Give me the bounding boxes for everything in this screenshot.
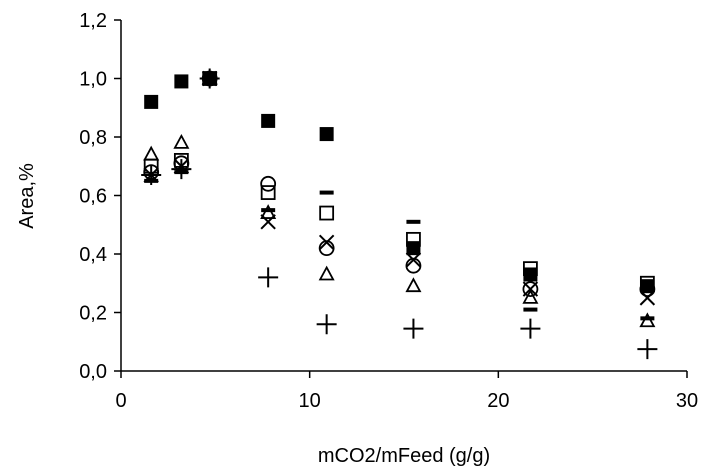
data-point-open-circle bbox=[639, 281, 656, 298]
data-point-open-circle bbox=[405, 257, 422, 274]
data-point-open-triangle bbox=[318, 265, 335, 281]
data-point-x-cross bbox=[260, 214, 276, 230]
data-point-open-square bbox=[639, 275, 655, 291]
y-tick-label: 0,0 bbox=[79, 361, 107, 383]
data-point-plus bbox=[171, 159, 192, 180]
data-point-open-square bbox=[319, 205, 335, 221]
y-tick-label: 0,2 bbox=[79, 303, 107, 325]
y-tick-label: 1,2 bbox=[79, 10, 107, 32]
data-point-open-triangle bbox=[173, 133, 190, 149]
y-tick-label: 0,8 bbox=[79, 127, 107, 149]
data-point-plus bbox=[403, 318, 424, 339]
data-markers bbox=[141, 68, 658, 360]
data-point-filled-square bbox=[144, 94, 159, 109]
series-filled-square bbox=[144, 71, 655, 294]
data-point-filled-square bbox=[174, 74, 189, 89]
data-point-open-square bbox=[260, 185, 276, 200]
data-point-x-cross bbox=[405, 252, 422, 268]
x-tick-label: 10 bbox=[299, 390, 321, 412]
series-dash bbox=[144, 76, 655, 321]
y-axis-title: Area,% bbox=[16, 163, 38, 229]
series-open-triangle bbox=[143, 69, 656, 328]
y-tick-label: 1,0 bbox=[79, 69, 107, 91]
x-axis-title: mCO2/mFeed (g/g) bbox=[318, 445, 490, 467]
data-point-plus bbox=[520, 318, 541, 339]
series-open-circle bbox=[143, 70, 656, 298]
plot-area: 0,0 0,2 0,4 0,6 0,8 1,0 1,2 0 10 20 30 bbox=[79, 10, 698, 412]
x-tick-label: 20 bbox=[487, 390, 509, 412]
data-point-filled-square bbox=[319, 127, 334, 142]
data-point-open-triangle bbox=[143, 145, 160, 161]
series-open-square bbox=[143, 71, 655, 291]
y-tick-label: 0,6 bbox=[79, 186, 107, 208]
series-x-cross bbox=[143, 70, 656, 306]
data-point-filled-square bbox=[261, 113, 276, 128]
data-point-plus bbox=[316, 314, 337, 335]
data-point-x-cross bbox=[318, 234, 335, 251]
data-point-open-circle bbox=[318, 240, 335, 257]
data-point-open-triangle bbox=[522, 288, 539, 304]
data-point-open-square bbox=[523, 261, 538, 277]
y-tick-label: 0,4 bbox=[79, 244, 107, 266]
data-point-open-square bbox=[406, 231, 421, 247]
data-point-plus bbox=[258, 267, 279, 288]
data-point-open-circle bbox=[260, 175, 277, 192]
series-plus bbox=[141, 68, 658, 360]
x-tick-label: 0 bbox=[115, 390, 126, 412]
data-point-open-triangle bbox=[405, 277, 422, 293]
x-tick-label: 30 bbox=[676, 390, 698, 412]
data-point-filled-square bbox=[406, 241, 421, 256]
data-point-plus bbox=[637, 339, 658, 360]
data-point-open-circle bbox=[522, 281, 539, 298]
axis-ticks: 0,0 0,2 0,4 0,6 0,8 1,0 1,2 0 10 20 30 bbox=[79, 10, 698, 412]
